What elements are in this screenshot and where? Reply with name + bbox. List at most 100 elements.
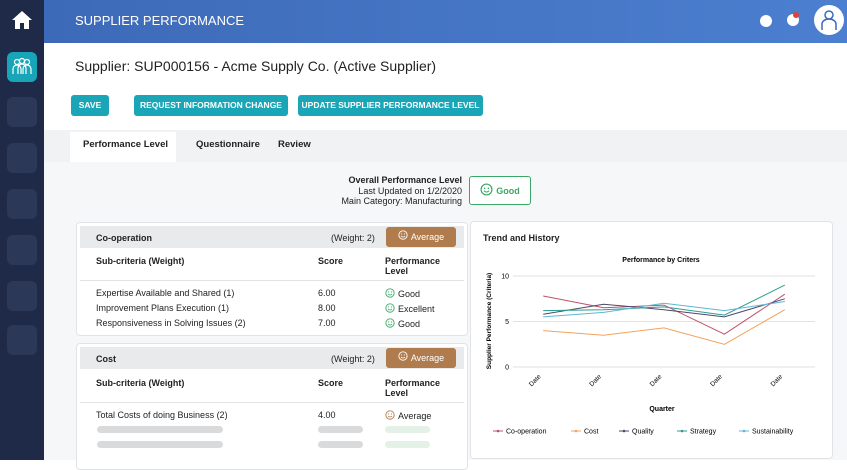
overall-badge: Good [469,176,531,205]
legend-label: Strategy [690,429,717,436]
tab-strip [44,130,847,162]
criterion-text: Responsiveness in Solving Issues (2) [96,318,246,328]
legend-dot [622,429,626,433]
menu-icon[interactable] [7,97,37,127]
level: Average [385,410,431,422]
page-title: SUPPLIER PERFORMANCE [75,13,245,28]
save-button[interactable]: SAVE [71,95,109,116]
skeleton [385,426,430,433]
level-text: Excellent [398,304,435,314]
section-level: Average [386,348,456,368]
skeleton [97,426,223,433]
score-text: 7.00 [318,318,336,328]
column-header: Score [318,378,344,388]
column-header: Performance Level [385,256,441,276]
tab[interactable]: Performance Level [83,139,169,150]
criterion-text: Improvement Plans Execution (1) [96,303,230,313]
level: Good [385,318,420,330]
legend-label: Co-operation [506,429,547,436]
column-header: Score [318,256,344,266]
avatar[interactable] [814,5,844,35]
x-tick-label: Date [528,373,543,388]
level-text: Good [398,319,421,329]
criterion: Expertise Available and Shared (1) [96,288,234,298]
legend-dot [496,429,500,433]
level: Excellent [385,303,435,315]
score: 8.00 [318,303,336,313]
trend-title: Trend and History [483,233,560,243]
legend-dot [742,429,746,433]
legend-dot [680,429,684,433]
supplier-heading: Supplier: SUP000156 - Acme Supply Co. (A… [75,58,437,74]
score: 4.00 [318,410,336,420]
menu-icon[interactable] [7,325,37,355]
level-text: Good [398,289,421,299]
legend-label: Sustainability [752,429,794,436]
chart-title: Performance by Criters [622,257,700,264]
series-line [543,298,785,318]
series-line [543,309,786,345]
active-tab-bg [70,132,176,164]
overall-title: Overall Performance Level [348,175,462,185]
sidebar [0,0,44,460]
section-header [80,347,464,369]
section-name: Co-operation [96,233,152,243]
column-header: Sub-criteria (Weight) [96,378,185,388]
y-tick-label: 10 [501,274,509,281]
skeleton [318,426,363,433]
section-name: Cost [96,354,116,364]
y-axis-label: Supplier Performance (Criteria) [486,273,493,369]
tab[interactable]: Review [278,139,311,150]
x-tick-label: Date [649,373,664,388]
trend-card: Trend and History Performance by Criters… [470,221,833,459]
score-text: 8.00 [318,303,336,313]
x-tick-label: Date [770,373,785,388]
y-tick-label: 0 [505,365,509,372]
request-button[interactable]: REQUEST INFORMATION CHANGE [134,95,288,116]
criterion-text: Expertise Available and Shared (1) [96,288,235,298]
tab[interactable]: Questionnaire [196,139,260,150]
menu-icon[interactable] [7,281,37,311]
y-tick-label: 5 [505,319,509,326]
legend-dot [574,429,578,433]
legend-label: Quality [632,429,654,436]
section-header [80,226,464,248]
column-header: Sub-criteria (Weight) [96,256,185,266]
home-icon[interactable] [8,6,36,34]
score: 7.00 [318,318,336,328]
overall-info: Overall Performance Level Last Updated o… [262,175,462,207]
update-button[interactable]: UPDATE SUPPLIER PERFORMANCE LEVEL [298,95,483,116]
notification-icon[interactable] [787,12,799,26]
menu-icon[interactable] [7,189,37,219]
section-weight: (Weight: 2) [331,354,375,364]
status-icon[interactable] [760,15,772,27]
skeleton [97,441,223,448]
menu-icon[interactable] [7,143,37,173]
section-card: Cost (Weight: 2) Average Sub-criteria (W… [76,343,468,470]
suppliers-icon[interactable] [7,52,37,82]
x-tick-label: Date [709,373,724,388]
section-card: Co-operation (Weight: 2) Average Sub-cri… [76,222,468,336]
menu-icon[interactable] [7,235,37,265]
score: 6.00 [318,288,336,298]
score-text: 4.00 [318,410,336,420]
chart: Performance by Criters Supplier Performa… [486,257,815,436]
series-line [543,301,785,318]
legend-label: Cost [584,429,598,436]
overall-updated: Last Updated on 1/2/2020 [358,185,462,196]
x-tick-label: Date [588,373,603,388]
criterion: Total Costs of doing Business (2) [96,410,228,420]
section-weight: (Weight: 2) [331,233,375,243]
level: Good [385,288,420,300]
criterion: Improvement Plans Execution (1) [96,303,229,313]
series-line [543,293,786,335]
level-text: Average [410,232,445,242]
skeleton [385,441,430,448]
criterion: Responsiveness in Solving Issues (2) [96,318,246,328]
top-bar: SUPPLIER PERFORMANCE [44,0,847,43]
criterion-text: Total Costs of doing Business (2) [96,410,228,420]
level-text: Average [410,353,445,363]
section-level: Average [386,227,456,247]
level-text: Average [398,411,432,421]
